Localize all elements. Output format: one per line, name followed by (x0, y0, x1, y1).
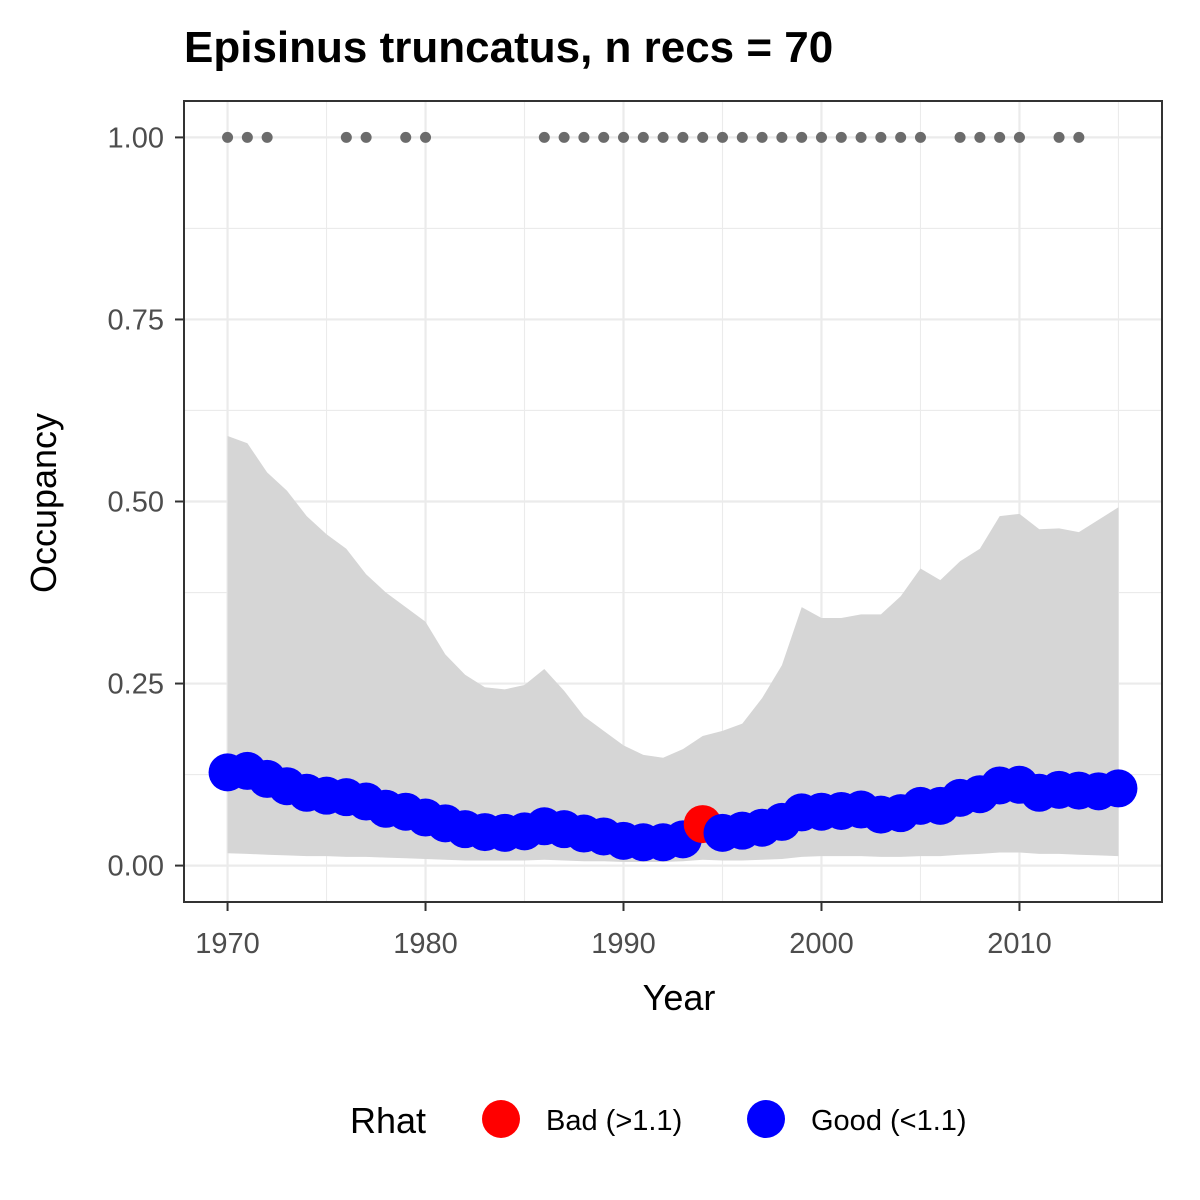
y-axis-title: Occupancy (23, 413, 64, 593)
record-point (340, 131, 352, 143)
record-point (598, 131, 610, 143)
record-point (400, 131, 412, 143)
legend-swatch-bad (482, 1100, 520, 1138)
record-point (776, 131, 788, 143)
record-point (241, 131, 253, 143)
record-point (796, 131, 808, 143)
x-tick-label: 1970 (195, 928, 260, 960)
x-axis-title: Year (643, 977, 716, 1018)
record-point (974, 131, 986, 143)
confidence-ribbon (227, 436, 1119, 862)
record-point (657, 131, 669, 143)
record-point (875, 131, 887, 143)
record-point (994, 131, 1006, 143)
record-point (716, 131, 728, 143)
legend-swatch-good (747, 1100, 785, 1138)
record-point (637, 131, 649, 143)
y-tick-label: 1.00 (108, 122, 164, 154)
y-tick-label: 0.50 (108, 487, 164, 519)
x-tick-label: 2000 (789, 928, 854, 960)
record-point (222, 131, 234, 143)
legend-label-good: Good (<1.1) (811, 1105, 967, 1137)
record-point (578, 131, 590, 143)
record-point (736, 131, 748, 143)
y-tick-label: 0.00 (108, 851, 164, 883)
record-point (360, 131, 372, 143)
records-layer (222, 131, 1085, 143)
x-tick-label: 1990 (591, 928, 656, 960)
record-point (815, 131, 827, 143)
record-point (954, 131, 966, 143)
record-point (1013, 131, 1025, 143)
record-point (261, 131, 273, 143)
record-point (756, 131, 768, 143)
legend-title: Rhat (350, 1100, 426, 1141)
chart-title: Episinus truncatus, n recs = 70 (184, 23, 833, 72)
record-point (558, 131, 570, 143)
record-point (677, 131, 689, 143)
x-tick-label: 1980 (393, 928, 458, 960)
record-point (618, 131, 630, 143)
record-point (697, 131, 709, 143)
record-point (420, 131, 432, 143)
record-point (1053, 131, 1065, 143)
y-tick-label: 0.25 (108, 669, 164, 701)
x-axis: 1970 1980 1990 2000 2010 (195, 902, 1052, 960)
record-point (914, 131, 926, 143)
record-point (538, 131, 550, 143)
record-point (855, 131, 867, 143)
occupancy-point (1099, 769, 1138, 808)
legend-label-bad: Bad (>1.1) (546, 1105, 682, 1137)
record-point (835, 131, 847, 143)
occupancy-points-layer (208, 751, 1138, 862)
record-point (895, 131, 907, 143)
legend: Rhat Bad (>1.1) Good (<1.1) (350, 1100, 967, 1141)
y-tick-label: 0.75 (108, 304, 164, 336)
x-tick-label: 2010 (987, 928, 1052, 960)
confidence-ribbon-layer (227, 436, 1119, 862)
record-point (1073, 131, 1085, 143)
y-axis: 0.00 0.25 0.50 0.75 1.00 (108, 122, 184, 883)
